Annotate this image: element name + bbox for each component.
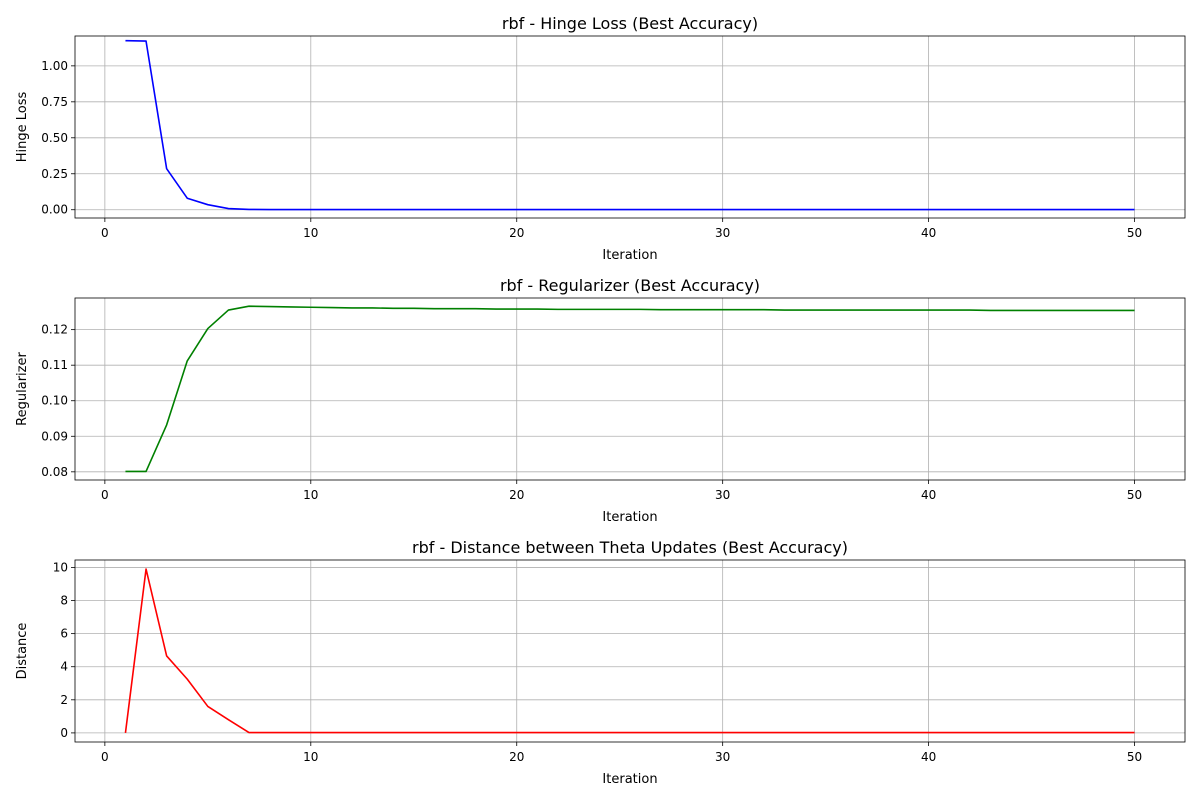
x-axis-label: Iteration (602, 248, 657, 263)
y-axis-label: Regularizer (15, 352, 30, 426)
y-tick-label: 10 (53, 560, 68, 574)
x-tick-label: 10 (303, 488, 318, 502)
y-tick-label: 0.50 (41, 131, 68, 145)
x-tick-label: 50 (1127, 750, 1142, 764)
chart-panel-3: 0 10 20 30 40 50 0 2 4 6 8 10 rbf - Distance between… (15, 538, 1186, 787)
y-tick-label: 6 (60, 627, 68, 641)
x-axis-label: Iteration (602, 510, 657, 525)
y-tick-label: 0 (60, 726, 68, 740)
x-tick-label: 0 (101, 750, 109, 764)
x-tick-label: 10 (303, 226, 318, 240)
y-tick-label: 0.12 (41, 323, 68, 337)
x-tick-label: 20 (509, 226, 524, 240)
x-tick-label: 40 (921, 488, 936, 502)
series-line (125, 39, 1135, 211)
y-axis-label: Distance (15, 623, 30, 680)
series-line (125, 305, 1135, 473)
x-tick-label: 40 (921, 226, 936, 240)
y-tick-label: 2 (60, 693, 68, 707)
chart-panel-1: 0 10 20 30 40 50 0.00 0.25 0.50 0.75 1.00 rbf - Hin… (15, 14, 1186, 263)
chart-title: rbf - Hinge Loss (Best Accuracy) (502, 14, 758, 33)
y-tick-label: 1.00 (41, 59, 68, 73)
y-tick-label: 0.25 (41, 167, 68, 181)
x-tick-label: 30 (715, 226, 730, 240)
x-axis-label: Iteration (602, 772, 657, 787)
x-tick-label: 0 (101, 226, 109, 240)
x-tick-label: 10 (303, 750, 318, 764)
plot-frame (74, 559, 1186, 743)
y-tick-label: 0.10 (41, 394, 68, 408)
chart-panel-2: 0 10 20 30 40 50 0.08 0.09 0.10 0.11 0.12 rbf - Reg… (15, 276, 1186, 525)
y-tick-label: 0.75 (41, 95, 68, 109)
x-tick-label: 20 (509, 750, 524, 764)
plot-frame (74, 35, 1186, 219)
y-tick-label: 0.11 (41, 358, 68, 372)
y-tick-label: 0.09 (41, 429, 68, 443)
y-axis-label: Hinge Loss (15, 92, 30, 163)
x-tick-label: 30 (715, 750, 730, 764)
chart-title: rbf - Distance between Theta Updates (Be… (412, 538, 848, 557)
y-tick-label: 0.00 (41, 203, 68, 217)
x-tick-label: 50 (1127, 226, 1142, 240)
x-tick-label: 0 (101, 488, 109, 502)
y-tick-label: 8 (60, 594, 68, 608)
y-tick-label: 0.08 (41, 465, 68, 479)
x-tick-label: 30 (715, 488, 730, 502)
y-tick-label: 4 (60, 660, 68, 674)
series-line (124, 568, 1135, 734)
x-tick-label: 20 (509, 488, 524, 502)
x-tick-label: 50 (1127, 488, 1142, 502)
plot-frame (74, 297, 1186, 481)
x-tick-label: 40 (921, 750, 936, 764)
chart-title: rbf - Regularizer (Best Accuracy) (500, 276, 760, 295)
